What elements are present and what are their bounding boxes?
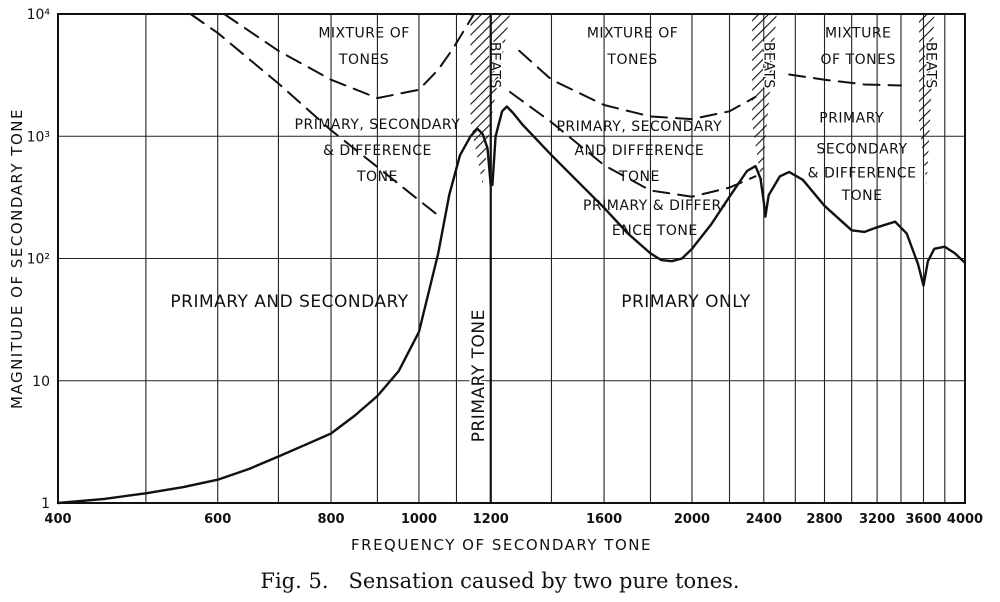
y-tick-label: 1 <box>41 496 50 512</box>
annotation-pt: PRIMARY TONE <box>469 309 489 442</box>
y-tick-label: 10⁴ <box>27 7 51 23</box>
annotation-mix2b: TONES <box>606 52 657 68</box>
x-tick-label: 2400 <box>746 512 782 527</box>
x-tick-label: 2800 <box>806 512 842 527</box>
dashed-boundary-3 <box>518 49 757 121</box>
beats-label-2: BEATS <box>760 42 776 89</box>
annotation-pdt_a: PRIMARY & DIFFER- <box>583 198 727 214</box>
dashed-boundary-5 <box>788 73 902 87</box>
region-annotations: MIXTURE OF TONES PRIMARY, SECONDARY & DIFFE… <box>170 26 917 445</box>
plot-frame <box>57 13 966 504</box>
y-tick-label: 10 <box>32 374 50 390</box>
annotation-psd3a: PRIMARY <box>819 110 884 126</box>
sensation-curve <box>56 105 967 505</box>
annotation-mix2a: MIXTURE OF <box>587 26 678 42</box>
dashed-boundary-1 <box>223 13 475 100</box>
y-tick-label: 10² <box>27 252 50 268</box>
annotation-pdt_b: ENCE TONE <box>612 223 698 239</box>
x-tick-labels: 400 600 800 1000 1200 1600 2000 2400 2800 3200 360… <box>44 512 983 527</box>
annotation-po: PRIMARY ONLY <box>621 292 751 312</box>
x-tick-label: 2000 <box>674 512 710 527</box>
x-tick-label: 600 <box>204 512 231 527</box>
x-tick-label: 3600 <box>905 512 941 527</box>
beats-band-3 <box>919 14 935 185</box>
annotation-mix1b: TONES <box>338 52 389 68</box>
annotation-psd3c: & DIFFERENCE <box>808 165 917 181</box>
x-tick-label: 400 <box>44 512 71 527</box>
dashed-boundary-4 <box>509 91 757 198</box>
beats-label-1: BEATS <box>486 42 502 89</box>
series-lines <box>56 13 967 505</box>
annotation-psd1c: TONE <box>356 169 398 185</box>
annotation-psd1b: & DIFFERENCE <box>323 143 432 159</box>
annotation-psd3b: SECONDARY <box>817 142 908 158</box>
beats-band-2 <box>752 14 777 185</box>
figure-caption: Fig. 5. Sensation caused by two pure ton… <box>260 569 739 593</box>
x-tick-label: 800 <box>317 512 344 527</box>
x-tick-label: 1000 <box>401 512 437 527</box>
annotation-psd2a: PRIMARY, SECONDARY <box>556 119 722 135</box>
x-tick-label: 1600 <box>586 512 622 527</box>
annotation-psd2b: AND DIFFERENCE <box>574 143 704 159</box>
y-axis-label: MAGNITUDE OF SECONDARY TONE <box>8 108 26 409</box>
beats-label-3: BEATS <box>923 42 939 89</box>
annotation-mix3b: OF TONES <box>821 52 896 68</box>
annotation-ps: PRIMARY AND SECONDARY <box>170 292 408 312</box>
annotation-psd2c: TONE <box>618 169 660 185</box>
y-tick-label: 10³ <box>27 129 50 145</box>
x-tick-label: 4000 <box>947 512 983 527</box>
x-tick-label: 1200 <box>473 512 509 527</box>
annotation-psd3d: TONE <box>841 188 883 204</box>
annotation-psd1a: PRIMARY, SECONDARY <box>295 117 461 133</box>
x-tick-label: 3200 <box>859 512 895 527</box>
dashed-boundary-2 <box>189 13 440 217</box>
annotation-mix1a: MIXTURE OF <box>318 26 409 42</box>
x-axis-label: FREQUENCY OF SECONDARY TONE <box>351 536 652 554</box>
annotation-mix3a: MIXTURE <box>825 26 891 42</box>
y-tick-labels: 1 10 10² 10³ 10⁴ <box>27 7 51 512</box>
gridlines <box>57 13 966 504</box>
